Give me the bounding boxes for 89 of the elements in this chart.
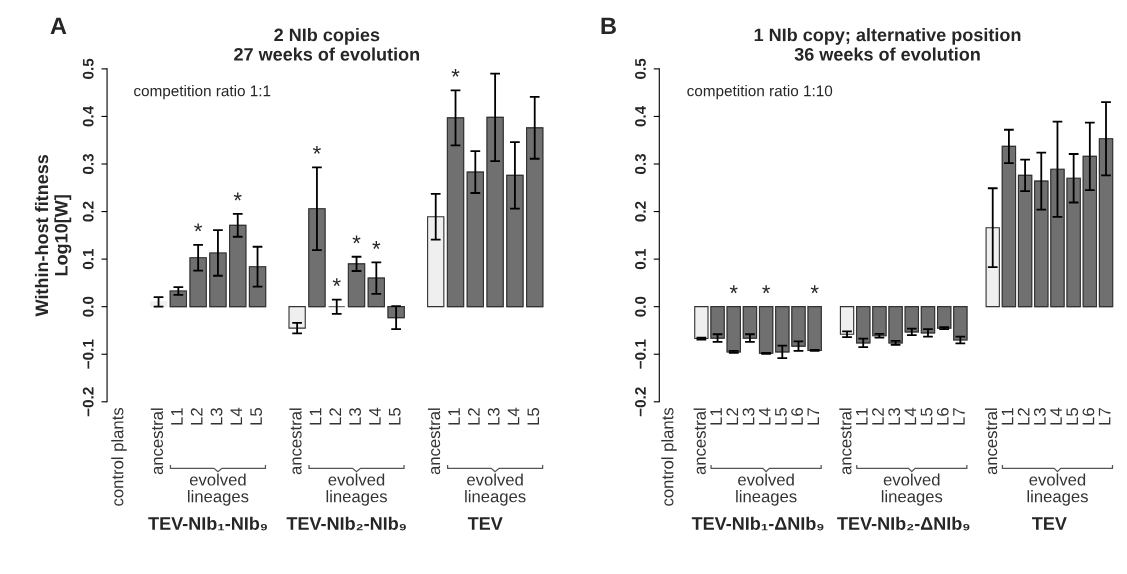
data-label: * [451,68,460,77]
x-tick-label: control plants [661,407,677,506]
chart-title: 2 NIb copies 27 weeks of evolution [234,28,420,61]
x-tick-label: L4 [230,407,243,425]
x-tick-label: L4 [758,407,771,425]
text: evolved lineages [188,473,249,506]
text: A [50,17,67,35]
y-tick-label: 0.3 [635,153,646,175]
x-tick-label: L5 [920,408,933,425]
x-tick-label: control plants [111,407,127,506]
x-tick-label: L1 [171,408,183,425]
text: evolved lineages [881,473,943,506]
annotation: competition ratio 1:10 [687,85,833,100]
x-tick-label: L1 [710,408,722,425]
text: evolved lineages [1027,473,1088,506]
x-tick-label: ancestral [984,408,998,475]
data-label: * [729,285,738,294]
y-tick-label: 0.1 [635,248,646,270]
x-tick-label: L1 [856,408,868,425]
x-tick-label: L3 [742,408,755,425]
data-label: * [372,241,381,249]
x-tick-label: L2 [1017,408,1030,425]
x-tick-label: L1 [448,408,460,425]
y-tick-label: 0.2 [635,201,646,222]
x-tick-label: L2 [872,408,884,425]
text: TEV-NIb₂-ΔNIb₉ [837,516,970,531]
y-tick-label: 0.2 [82,201,94,222]
y-tick-label: 0.0 [82,296,94,317]
x-tick-label: L4 [904,407,917,425]
x-tick-label: L7 [1098,408,1111,425]
x-tick-label: L1 [309,408,322,425]
chart-title: 1 NIb copy; alternative position 36 weeks of evolution [754,28,1021,61]
text: TEV [467,517,503,530]
x-tick-label: L4 [369,407,381,425]
text: evolved lineages [465,473,526,506]
x-tick-label: L3 [888,408,901,425]
x-tick-label: L3 [210,408,223,425]
text: evolved lineages [736,473,797,506]
text: B [601,17,616,35]
data-label: * [312,146,321,154]
x-tick-label: L7 [953,408,965,425]
annotation: competition ratio 1:1 [134,85,271,100]
x-tick-label: L6 [1082,408,1095,425]
data-label: * [332,278,341,287]
x-tick-label: L5 [1066,408,1079,425]
x-tick-label: L2 [190,408,203,425]
text: TEV-NIb₁-ΔNIb₉ [691,516,824,531]
x-tick-label: L7 [807,408,819,425]
x-tick-label: L5 [250,408,263,425]
x-tick-label: L6 [791,408,803,425]
y-tick-label: −0.2 [635,387,646,417]
text: TEV [1032,517,1067,530]
x-tick-label: L5 [775,408,787,425]
x-tick-label: L5 [388,408,401,425]
y-tick-label: 0.4 [82,105,94,127]
y-tick-label: 0.5 [635,58,646,79]
x-tick-label: L4 [507,407,520,425]
x-tick-label: ancestral [289,408,302,475]
x-tick-label: ancestral [427,408,441,475]
y-tick-label: 0.4 [635,105,646,127]
x-tick-label: L3 [349,408,361,425]
y-tick-label: 0.1 [82,248,94,270]
data-label: * [194,223,203,232]
y-axis-title: Within-host fitness Log10[W] [34,154,72,317]
data-label: * [352,235,361,244]
x-tick-label: L3 [1033,408,1046,425]
x-tick-label: L1 [1001,408,1014,425]
data-label: * [233,192,242,201]
x-tick-label: L6 [936,408,949,425]
x-tick-label: L4 [1050,407,1062,425]
text: TEV-NIb₂-NIb₉ [286,516,406,531]
data-label: * [810,285,819,294]
x-tick-label: L5 [527,408,540,425]
x-tick-label: L2 [329,408,342,425]
y-tick-label: −0.1 [635,339,646,369]
x-tick-label: L2 [467,408,480,425]
y-tick-label: 0.0 [635,296,646,317]
y-tick-label: 0.5 [82,58,94,79]
data-label: * [762,285,771,294]
x-tick-label: ancestral [693,408,706,475]
y-tick-label: −0.2 [82,387,94,417]
y-tick-label: 0.3 [82,153,94,175]
x-tick-label: ancestral [839,408,852,475]
text: evolved lineages [326,473,387,506]
x-tick-label: L3 [487,408,500,425]
x-tick-label: ancestral [150,408,164,475]
text: TEV-NIb₁-NIb₉ [148,516,267,531]
y-tick-label: −0.1 [82,339,94,369]
x-tick-label: L2 [726,408,739,425]
